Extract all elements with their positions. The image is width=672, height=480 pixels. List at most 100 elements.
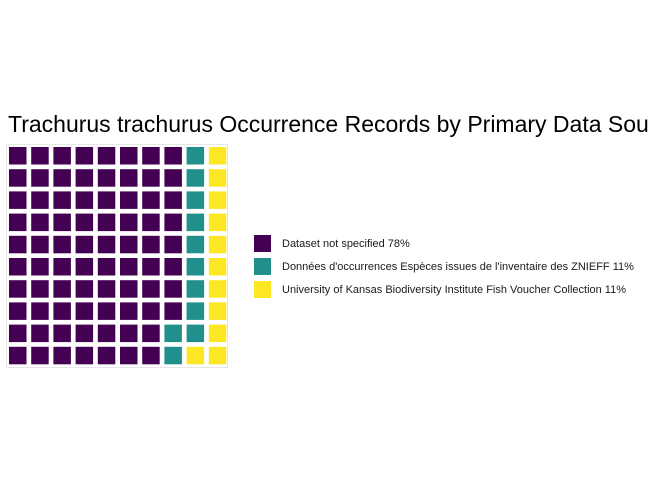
waffle-cell — [164, 235, 182, 254]
waffle-cells — [9, 147, 227, 365]
waffle-cell — [9, 346, 27, 365]
legend-label: University of Kansas Biodiversity Instit… — [282, 283, 627, 296]
waffle-cell — [208, 280, 227, 298]
waffle-cell — [164, 191, 182, 209]
waffle-cell — [164, 213, 182, 232]
waffle-cell — [75, 346, 94, 365]
waffle-cell — [186, 235, 205, 254]
waffle-cell — [75, 280, 94, 298]
waffle-cell — [75, 324, 94, 343]
waffle-cell — [31, 346, 49, 365]
waffle-cell — [9, 235, 27, 254]
waffle-cell — [75, 235, 94, 254]
waffle-cell — [97, 191, 116, 209]
legend-item: University of Kansas Biodiversity Instit… — [254, 278, 634, 301]
waffle-cell — [31, 169, 49, 187]
waffle-cell — [75, 302, 94, 320]
waffle-cell — [97, 258, 116, 276]
waffle-cell — [75, 191, 94, 209]
waffle-cell — [120, 235, 138, 254]
waffle-cell — [164, 302, 182, 320]
waffle-cell — [208, 213, 227, 232]
waffle-cell — [53, 169, 71, 187]
waffle-cell — [164, 280, 182, 298]
legend-item: Données d'occurrences Espèces issues de … — [254, 255, 634, 278]
waffle-cell — [120, 324, 138, 343]
waffle-cell — [164, 147, 182, 165]
waffle-cell — [9, 258, 27, 276]
waffle-cell — [9, 169, 27, 187]
waffle-cell — [142, 346, 160, 365]
waffle-cell — [97, 235, 116, 254]
waffle-cell — [120, 147, 138, 165]
waffle-cell — [31, 324, 49, 343]
waffle-cell — [164, 346, 182, 365]
waffle-cell — [142, 169, 160, 187]
waffle-cell — [208, 302, 227, 320]
waffle-cell — [53, 302, 71, 320]
waffle-cell — [97, 302, 116, 320]
waffle-cell — [75, 213, 94, 232]
waffle-cell — [53, 258, 71, 276]
waffle-cell — [142, 280, 160, 298]
waffle-cell — [120, 302, 138, 320]
legend-label: Données d'occurrences Espèces issues de … — [282, 260, 634, 273]
waffle-cell — [97, 169, 116, 187]
waffle-cell — [186, 302, 205, 320]
legend-key — [254, 258, 271, 275]
waffle-cell — [164, 169, 182, 187]
waffle-cell — [142, 147, 160, 165]
waffle-cell — [53, 280, 71, 298]
waffle-cell — [120, 258, 138, 276]
waffle-chart — [6, 144, 228, 368]
waffle-cell — [97, 213, 116, 232]
waffle-cell — [208, 191, 227, 209]
waffle-cell — [75, 147, 94, 165]
waffle-cell — [120, 213, 138, 232]
waffle-cell — [142, 302, 160, 320]
waffle-cell — [31, 147, 49, 165]
waffle-cell — [208, 147, 227, 165]
waffle-cell — [31, 191, 49, 209]
waffle-cell — [9, 213, 27, 232]
waffle-cell — [142, 324, 160, 343]
waffle-cell — [142, 235, 160, 254]
waffle-cell — [97, 280, 116, 298]
waffle-cell — [97, 324, 116, 343]
waffle-cell — [208, 258, 227, 276]
waffle-cell — [31, 235, 49, 254]
waffle-cell — [9, 302, 27, 320]
waffle-cell — [208, 324, 227, 343]
waffle-cell — [53, 346, 71, 365]
waffle-cell — [31, 302, 49, 320]
waffle-cell — [75, 169, 94, 187]
waffle-cell — [186, 324, 205, 343]
waffle-cell — [186, 147, 205, 165]
waffle-cell — [53, 235, 71, 254]
waffle-cell — [97, 346, 116, 365]
legend-key — [254, 235, 271, 252]
waffle-cell — [120, 169, 138, 187]
waffle-cell — [186, 258, 205, 276]
waffle-cell — [120, 346, 138, 365]
waffle-cell — [75, 258, 94, 276]
waffle-cell — [186, 169, 205, 187]
waffle-cell — [97, 147, 116, 165]
waffle-cell — [9, 280, 27, 298]
waffle-cell — [142, 191, 160, 209]
waffle-cell — [208, 169, 227, 187]
waffle-cell — [53, 191, 71, 209]
waffle-cell — [208, 235, 227, 254]
waffle-cell — [208, 346, 227, 365]
waffle-cell — [9, 147, 27, 165]
waffle-cell — [164, 258, 182, 276]
waffle-cell — [120, 280, 138, 298]
waffle-cell — [31, 258, 49, 276]
waffle-cell — [31, 213, 49, 232]
waffle-cell — [120, 191, 138, 209]
waffle-cell — [142, 213, 160, 232]
waffle-cell — [186, 191, 205, 209]
waffle-cell — [9, 191, 27, 209]
waffle-cell — [53, 213, 71, 232]
waffle-cell — [164, 324, 182, 343]
